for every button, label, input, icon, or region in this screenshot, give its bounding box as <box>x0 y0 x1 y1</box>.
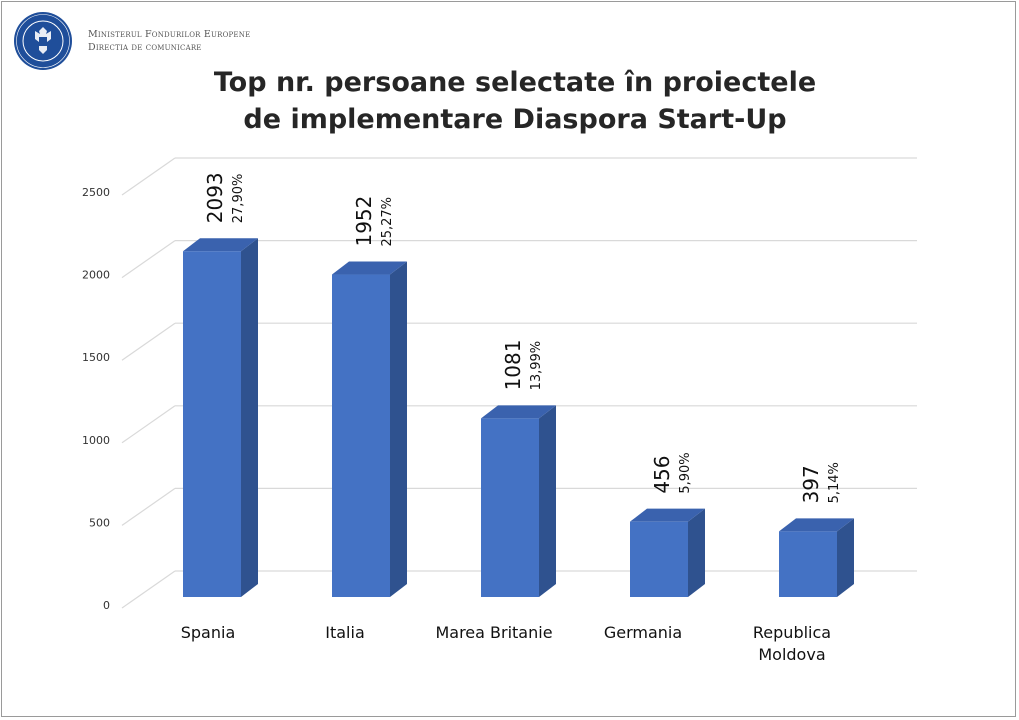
data-label-percent: 27,90% <box>231 174 246 224</box>
bar-top <box>183 238 258 252</box>
department-name: Directia de comunicare <box>88 42 202 53</box>
y-tick-label: 2500 <box>82 186 110 199</box>
ministry-name: Ministerul Fondurilor Europene <box>88 29 251 40</box>
chart-title: Top nr. persoane selectate în proiectele… <box>0 64 1019 138</box>
wall-gridline <box>121 157 176 196</box>
wall-gridline <box>121 487 176 526</box>
bar-side <box>241 238 258 598</box>
wall-gridline <box>121 405 176 444</box>
data-label-value: 1952 <box>352 196 376 247</box>
bar-side <box>539 405 556 597</box>
bar-side <box>688 508 705 597</box>
data-label-value: 456 <box>650 455 674 493</box>
bar <box>183 251 241 598</box>
data-label-value: 397 <box>799 465 823 503</box>
government-seal-logo <box>14 12 72 70</box>
bar <box>779 531 837 597</box>
x-category-label: Marea Britanie <box>435 623 552 642</box>
y-tick-label: 2000 <box>82 269 110 282</box>
ministry-header: Ministerul Fondurilor Europene Directia … <box>88 28 250 54</box>
wall-gridline <box>121 322 176 361</box>
wall-gridline <box>121 570 176 609</box>
y-tick-label: 1000 <box>82 434 110 447</box>
bar-top <box>332 261 407 275</box>
x-category-label: Spania <box>181 623 236 642</box>
bar <box>332 274 390 597</box>
bar-top <box>481 405 556 419</box>
x-category-label: Republica <box>753 623 831 642</box>
data-label-percent: 5,14% <box>827 462 842 503</box>
bar-top <box>630 508 705 522</box>
y-tick-label: 500 <box>89 516 110 529</box>
data-label-percent: 13,99% <box>529 341 544 391</box>
data-label-value: 1081 <box>501 340 525 391</box>
data-label-percent: 25,27% <box>380 197 395 247</box>
chart-title-line1: Top nr. persoane selectate în proiectele <box>213 67 817 98</box>
x-category-label: Italia <box>325 623 365 642</box>
data-label-percent: 5,90% <box>678 452 693 493</box>
bar <box>481 418 539 597</box>
x-category-label: Moldova <box>758 645 825 664</box>
wall-gridline <box>121 240 176 279</box>
bar-side <box>390 261 407 597</box>
data-label-value: 2093 <box>203 172 227 223</box>
bar-top <box>779 518 854 532</box>
y-tick-label: 0 <box>103 599 110 612</box>
y-tick-label: 1500 <box>82 351 110 364</box>
bar-side <box>837 518 854 597</box>
x-category-label: Germania <box>604 623 682 642</box>
chart-title-line2: de implementare Diaspora Start-Up <box>243 104 787 135</box>
bar <box>630 521 688 597</box>
